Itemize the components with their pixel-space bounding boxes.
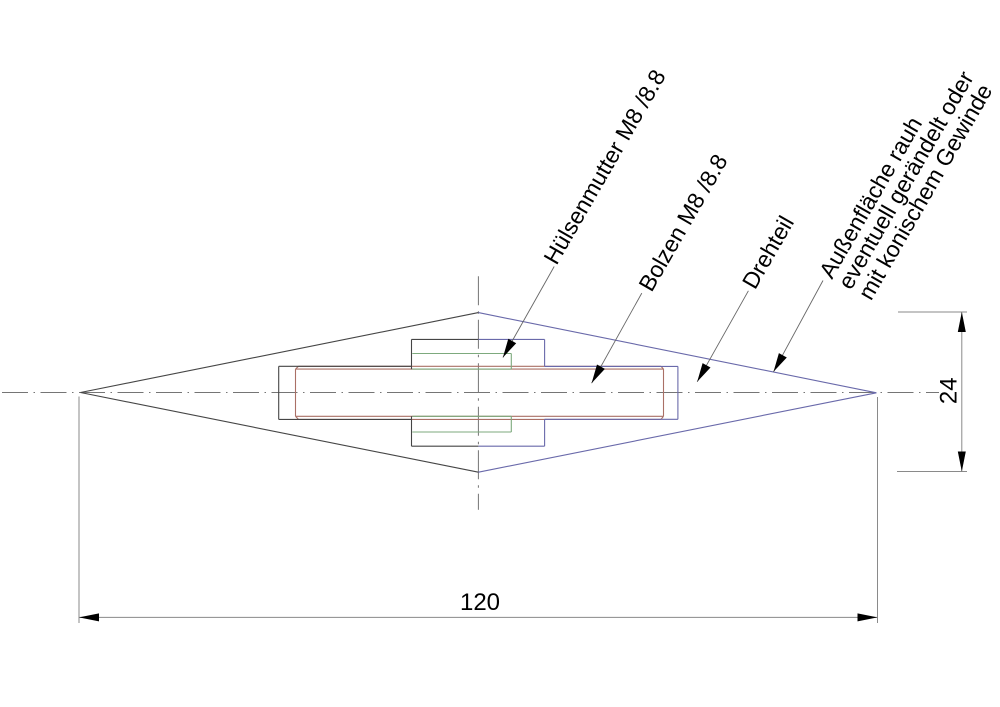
svg-text:120: 120	[460, 589, 500, 616]
svg-text:Drehteil: Drehteil	[737, 211, 799, 293]
svg-text:Bolzen M8 /8.8: Bolzen M8 /8.8	[633, 150, 732, 296]
svg-text:eventuell gerändelt oder: eventuell gerändelt oder	[833, 66, 979, 293]
svg-text:Hülsenmutter M8 /8.8: Hülsenmutter M8 /8.8	[538, 65, 670, 268]
svg-text:24: 24	[936, 377, 963, 404]
